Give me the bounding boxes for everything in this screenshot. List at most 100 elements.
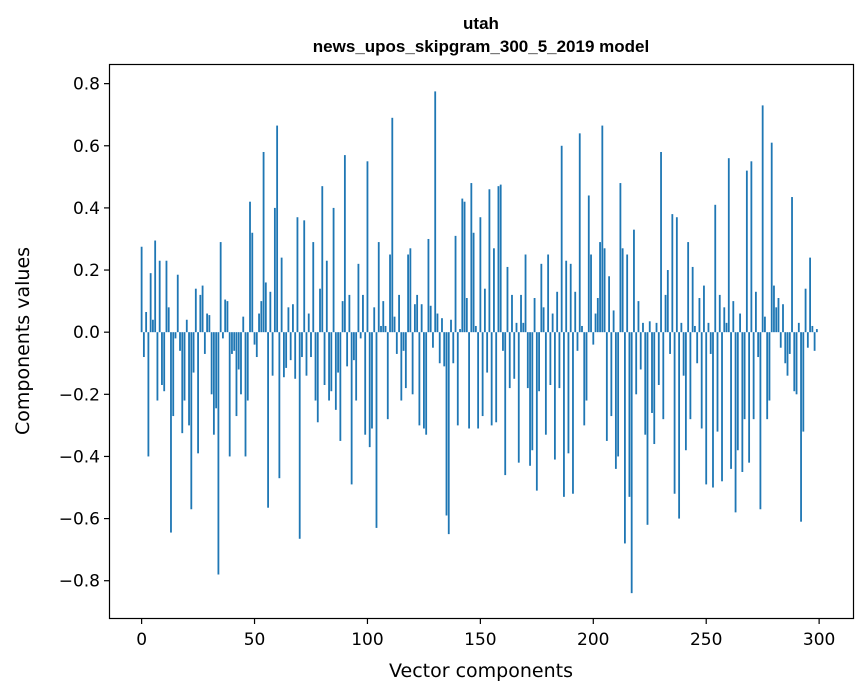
bar-29: [206, 313, 209, 333]
bar-178: [542, 307, 545, 333]
bar-192: [574, 291, 577, 333]
bar-108: [384, 325, 387, 333]
bar-57: [269, 291, 272, 333]
x-tick-label: 50: [244, 630, 266, 650]
bar-162: [506, 266, 509, 333]
bar-251: [707, 322, 710, 333]
bar-206: [605, 332, 608, 441]
bar-81: [323, 332, 326, 385]
bar-288: [791, 197, 793, 333]
bar-289: [793, 332, 796, 392]
bar-190: [569, 263, 572, 333]
bar-294: [804, 288, 807, 333]
bar-89: [341, 301, 344, 333]
bar-7: [156, 332, 159, 401]
bar-239: [680, 322, 683, 333]
bar-157: [495, 332, 498, 423]
bar-103: [373, 307, 376, 333]
bar-105: [377, 242, 380, 333]
bar-119: [409, 248, 412, 333]
bar-68: [294, 332, 297, 379]
bar-152: [483, 288, 486, 333]
bar-24: [194, 288, 197, 333]
bar-45: [242, 316, 245, 333]
bar-120: [411, 332, 414, 395]
bar-84: [330, 332, 333, 392]
bar-204: [601, 125, 604, 333]
bar-85: [332, 207, 335, 333]
bar-170: [524, 254, 527, 333]
y-tick-label: 0.2: [73, 261, 100, 281]
bar-238: [678, 332, 681, 519]
bar-264: [736, 332, 739, 451]
bar-91: [346, 332, 349, 367]
bar-106: [380, 325, 382, 333]
bar-38: [226, 301, 229, 333]
bar-112: [393, 316, 396, 333]
bar-258: [723, 307, 726, 333]
bar-148: [474, 325, 477, 333]
plot-frame: [108, 63, 855, 620]
bar-218: [633, 229, 635, 333]
bar-15: [174, 332, 177, 339]
bar-273: [757, 332, 760, 358]
bar-291: [797, 322, 800, 333]
bar-166: [515, 322, 518, 333]
bar-73: [305, 332, 308, 376]
bar-277: [766, 332, 769, 420]
bar-262: [732, 301, 735, 333]
bar-176: [538, 332, 540, 392]
bar-83: [328, 332, 330, 401]
bar-267: [743, 332, 746, 420]
bar-26: [199, 294, 202, 333]
bar-16: [176, 274, 179, 333]
bar-13: [170, 332, 172, 533]
x-tick-label: 250: [690, 630, 722, 650]
bar-274: [759, 332, 762, 510]
bar-173: [531, 332, 534, 451]
bar-279: [770, 142, 773, 333]
bar-179: [544, 332, 547, 435]
bar-65: [287, 307, 290, 333]
bar-42: [235, 332, 238, 417]
bar-117: [404, 332, 407, 389]
bars-group: [140, 91, 818, 594]
bar-41: [233, 332, 236, 351]
bar-263: [734, 332, 737, 513]
bar-281: [775, 307, 778, 333]
bar-232: [664, 294, 667, 333]
bar-188: [565, 260, 568, 333]
x-axis-label: Vector components: [389, 660, 573, 682]
bar-8: [158, 260, 161, 333]
bar-234: [669, 332, 671, 354]
bar-203: [599, 242, 601, 333]
x-tick-label: 100: [351, 630, 383, 650]
bar-271: [752, 332, 755, 420]
bar-243: [689, 332, 692, 420]
bar-132: [438, 332, 441, 364]
bar-9: [161, 332, 163, 385]
bar-278: [768, 332, 771, 401]
bar-297: [811, 325, 814, 333]
bar-31: [210, 332, 213, 395]
bar-130: [434, 91, 437, 333]
bar-76: [312, 242, 315, 333]
bar-43: [237, 332, 240, 370]
bar-228: [655, 322, 658, 333]
bar-107: [382, 301, 385, 333]
x-axis-ticks: 0 50 100 150 200 250 300: [136, 618, 835, 650]
bar-0: [140, 246, 143, 333]
bar-49: [251, 232, 254, 333]
y-tick-label: 0.6: [73, 137, 100, 157]
bar-18: [181, 332, 184, 434]
bar-141: [459, 329, 461, 333]
bar-39: [228, 332, 231, 457]
bar-97: [359, 332, 362, 339]
bar-22: [190, 332, 193, 510]
bar-195: [581, 325, 583, 333]
bar-154: [488, 189, 491, 333]
bar-225: [648, 321, 651, 333]
bar-20: [185, 319, 188, 333]
bar-296: [809, 257, 811, 333]
